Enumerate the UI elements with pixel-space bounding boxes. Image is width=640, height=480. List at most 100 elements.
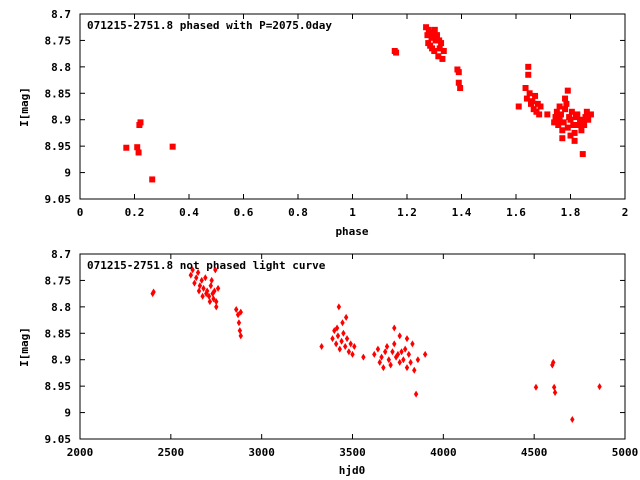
- y-tick-label: 9.05: [45, 433, 72, 446]
- data-point: [213, 266, 218, 274]
- data-point: [196, 287, 202, 295]
- data-point: [575, 122, 582, 128]
- data-point: [195, 269, 201, 276]
- data-point: [333, 340, 339, 348]
- data-point: [214, 303, 219, 311]
- data-point: [336, 303, 342, 311]
- data-point: [553, 108, 560, 115]
- y-tick-label: 8.75: [45, 34, 72, 47]
- data-point: [410, 340, 415, 348]
- y-tick-label: 8.8: [51, 301, 71, 314]
- data-point: [388, 361, 393, 369]
- data-point: [348, 340, 353, 348]
- markers-phased: [123, 24, 594, 183]
- data-point: [562, 106, 569, 113]
- data-point: [361, 353, 366, 361]
- data-point: [134, 144, 141, 151]
- data-point: [526, 90, 533, 97]
- data-point: [523, 95, 530, 102]
- data-point: [422, 350, 428, 358]
- data-point: [208, 282, 213, 290]
- data-point: [337, 345, 342, 353]
- data-point: [238, 332, 243, 340]
- data-point: [537, 103, 544, 110]
- data-point: [215, 284, 221, 292]
- data-point: [436, 45, 443, 52]
- data-point: [564, 124, 571, 131]
- data-point: [135, 149, 142, 156]
- data-point: [352, 343, 357, 350]
- data-point: [350, 350, 355, 358]
- data-point: [372, 350, 377, 358]
- data-point: [199, 276, 204, 284]
- data-point: [432, 37, 439, 44]
- data-point: [597, 383, 602, 391]
- data-point: [412, 366, 417, 374]
- data-point: [330, 335, 335, 343]
- data-point: [384, 343, 390, 350]
- y-tick-label: 9: [64, 407, 71, 420]
- data-point: [211, 295, 216, 303]
- data-point: [562, 95, 569, 102]
- plot-title-unphased: 071215-2751.8 not phased light curve: [87, 259, 326, 272]
- data-point: [552, 114, 559, 121]
- x-axis-label-phased: phase: [335, 225, 368, 238]
- data-point: [436, 37, 443, 44]
- y-tick-label: 8.7: [51, 248, 71, 261]
- ticks-unphased: 2000 2500 3000 3500 4000 4500 5000 8.7 8.75 8.8 8.…: [45, 248, 639, 459]
- data-point: [237, 327, 243, 335]
- data-point: [204, 290, 209, 298]
- data-point: [457, 85, 464, 91]
- data-point: [381, 364, 386, 372]
- data-point: [197, 282, 203, 290]
- data-point: [429, 45, 436, 52]
- data-point: [536, 111, 543, 118]
- data-point: [395, 350, 401, 358]
- data-point: [567, 116, 574, 123]
- x-tick-label: 0.2: [125, 206, 145, 219]
- data-point: [574, 111, 581, 118]
- data-point: [570, 122, 577, 128]
- x-tick-label: 0.8: [288, 206, 308, 219]
- data-point: [428, 34, 435, 41]
- x-tick-label: 4000: [430, 446, 457, 459]
- data-point: [210, 290, 215, 298]
- data-point: [532, 92, 539, 99]
- panel-unphased: 071215-2751.8 not phased light curve hjd…: [18, 248, 638, 477]
- y-tick-label: 8.95: [45, 140, 72, 153]
- data-point: [207, 298, 213, 306]
- data-point: [238, 308, 243, 316]
- data-point: [390, 348, 395, 356]
- data-point: [559, 135, 566, 142]
- data-point: [214, 298, 219, 306]
- data-point: [435, 53, 442, 60]
- data-point: [383, 348, 388, 356]
- data-point: [404, 364, 410, 372]
- data-point: [392, 340, 397, 348]
- data-point: [334, 324, 340, 332]
- data-point: [544, 111, 551, 118]
- y-tick-label: 8.85: [45, 327, 72, 340]
- x-tick-label: 3500: [339, 446, 366, 459]
- data-point: [319, 343, 324, 350]
- y-tick-label: 8.7: [51, 8, 71, 21]
- data-point: [579, 151, 586, 158]
- data-point: [399, 348, 404, 356]
- data-point: [525, 63, 532, 70]
- data-point: [169, 143, 176, 150]
- data-point: [433, 32, 440, 39]
- data-point: [123, 144, 130, 151]
- data-point: [515, 103, 522, 110]
- data-point: [439, 55, 446, 62]
- data-point: [194, 274, 199, 282]
- data-point: [583, 108, 590, 115]
- y-tick-label: 8.8: [51, 61, 71, 74]
- data-point: [424, 32, 431, 39]
- x-tick-label: 0: [77, 206, 84, 219]
- data-point: [455, 69, 462, 76]
- x-tick-label: 1.4: [452, 206, 472, 219]
- data-point: [393, 49, 400, 56]
- data-point: [190, 266, 195, 274]
- data-point: [522, 85, 529, 91]
